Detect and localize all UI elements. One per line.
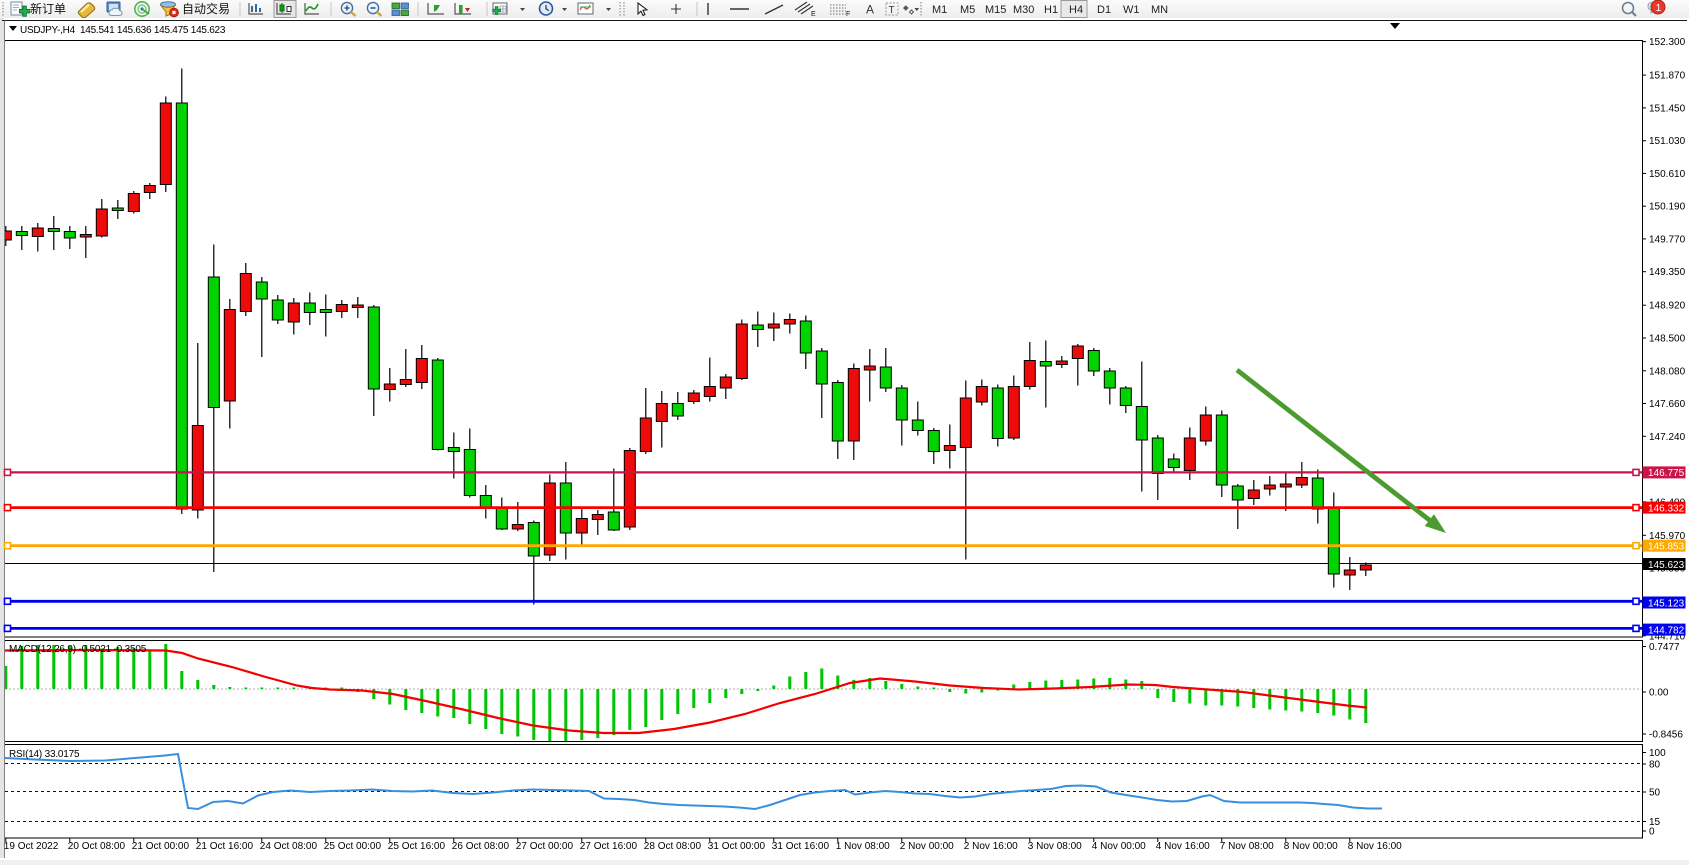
svg-text:4 Nov 00:00: 4 Nov 00:00 [1092,841,1146,852]
svg-text:15: 15 [1649,817,1661,828]
svg-text:145.623: 145.623 [1648,560,1685,571]
svg-text:1 Nov 08:00: 1 Nov 08:00 [836,841,890,852]
svg-text:25 Oct 16:00: 25 Oct 16:00 [388,841,446,852]
svg-text:146.332: 146.332 [1648,503,1685,514]
svg-text:3 Nov 08:00: 3 Nov 08:00 [1028,841,1082,852]
svg-text:20 Oct 08:00: 20 Oct 08:00 [68,841,126,852]
svg-text:自动交易: 自动交易 [182,1,230,16]
svg-text:M15: M15 [985,4,1006,16]
svg-text:2 Nov 00:00: 2 Nov 00:00 [900,841,954,852]
svg-text:19 Oct 2022: 19 Oct 2022 [4,841,59,852]
svg-text:25 Oct 00:00: 25 Oct 00:00 [324,841,382,852]
svg-text:M1: M1 [932,4,947,16]
svg-text:147.240: 147.240 [1649,432,1686,443]
svg-text:144.782: 144.782 [1648,625,1685,636]
svg-text:新订单: 新订单 [30,1,66,16]
svg-text:26 Oct 08:00: 26 Oct 08:00 [452,841,510,852]
svg-text:RSI(14) 33.0175: RSI(14) 33.0175 [9,749,80,760]
svg-text:50: 50 [1649,788,1661,799]
svg-text:-0.8456: -0.8456 [1649,730,1683,741]
svg-text:31 Oct 16:00: 31 Oct 16:00 [772,841,830,852]
svg-text:146.775: 146.775 [1648,468,1685,479]
svg-text:0.00: 0.00 [1649,688,1669,699]
svg-text:T: T [889,5,895,16]
svg-text:145.123: 145.123 [1648,598,1685,609]
svg-text:2 Nov 16:00: 2 Nov 16:00 [964,841,1018,852]
svg-text:4 Nov 16:00: 4 Nov 16:00 [1156,841,1210,852]
svg-text:145.853: 145.853 [1648,542,1685,553]
svg-text:USDJPY-,H4 145.541 145.636 14: USDJPY-,H4 145.541 145.636 145.475 145.6… [20,25,226,36]
svg-text:8 Nov 00:00: 8 Nov 00:00 [1284,841,1338,852]
svg-text:7 Nov 08:00: 7 Nov 08:00 [1220,841,1274,852]
svg-text:145.970: 145.970 [1649,531,1686,542]
svg-text:27 Oct 00:00: 27 Oct 00:00 [516,841,574,852]
svg-text:0.7477: 0.7477 [1649,642,1680,653]
svg-text:152.300: 152.300 [1649,37,1686,48]
svg-text:H1: H1 [1044,4,1058,16]
svg-text:100: 100 [1649,748,1666,759]
svg-text:148.080: 148.080 [1649,366,1686,377]
svg-text:80: 80 [1649,760,1661,771]
svg-text:151.450: 151.450 [1649,103,1686,114]
svg-text:8 Nov 16:00: 8 Nov 16:00 [1348,841,1402,852]
svg-text:MACD(12,26,9) -0.5021 -0.3505: MACD(12,26,9) -0.5021 -0.3505 [9,644,147,655]
svg-text:D1: D1 [1097,4,1111,16]
svg-text:151.870: 151.870 [1649,71,1686,82]
svg-text:0: 0 [1649,827,1655,838]
svg-text:149.350: 149.350 [1649,267,1686,278]
svg-text:28 Oct 08:00: 28 Oct 08:00 [644,841,702,852]
svg-text:M5: M5 [960,4,975,16]
svg-text:E: E [811,11,816,18]
svg-text:27 Oct 16:00: 27 Oct 16:00 [580,841,638,852]
svg-text:W1: W1 [1123,4,1140,16]
svg-text:148.500: 148.500 [1649,334,1686,345]
svg-text:1: 1 [1656,2,1662,14]
svg-text:MN: MN [1151,4,1168,16]
svg-text:149.770: 149.770 [1649,234,1686,245]
svg-text:31 Oct 00:00: 31 Oct 00:00 [708,841,766,852]
svg-text:150.610: 150.610 [1649,169,1686,180]
svg-text:148.920: 148.920 [1649,301,1686,312]
svg-text:F: F [846,11,850,18]
svg-text:24 Oct 08:00: 24 Oct 08:00 [260,841,318,852]
svg-text:151.030: 151.030 [1649,136,1686,147]
svg-text:21 Oct 16:00: 21 Oct 16:00 [196,841,254,852]
svg-text:21 Oct 00:00: 21 Oct 00:00 [132,841,190,852]
svg-text:147.660: 147.660 [1649,399,1686,410]
svg-text:144.710: 144.710 [1649,631,1686,642]
svg-text:A: A [866,3,874,17]
svg-text:H4: H4 [1069,4,1083,16]
svg-text:150.190: 150.190 [1649,202,1686,213]
svg-text:M30: M30 [1013,4,1034,16]
